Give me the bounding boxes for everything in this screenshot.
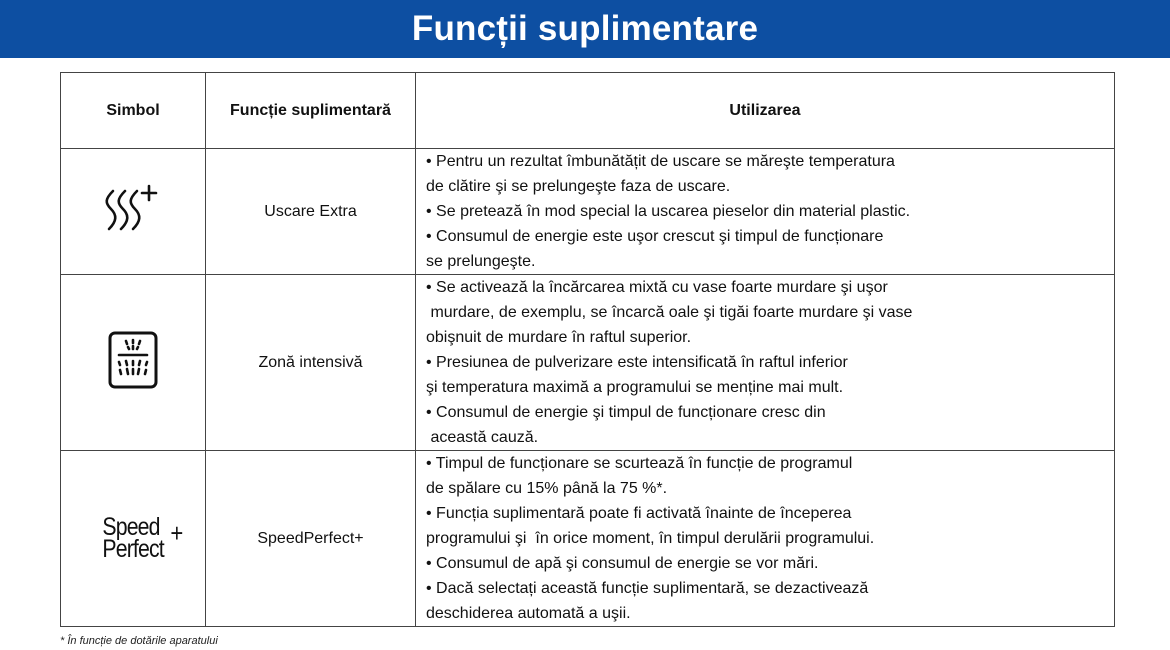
usage-line: această cauză.: [426, 429, 539, 446]
footnote: * În funcție de dotările aparatului: [60, 635, 218, 647]
usage-line: • Consumul de energie este uşor crescut …: [426, 228, 884, 245]
functions-table: Simbol Funcție suplimentară Utilizarea: [60, 72, 1115, 627]
function-name: Uscare Extra: [205, 148, 416, 275]
usage-line: programului şi în orice moment, în timpu…: [426, 530, 875, 547]
speed-text: Speed: [102, 512, 160, 541]
title-banner: Funcții suplimentare: [0, 0, 1170, 58]
usage-cell: • Timpul de funcționare se scurtează în …: [415, 450, 1115, 627]
usage-cell: • Pentru un rezultat îmbunătățit de usca…: [415, 148, 1115, 275]
table-row: Uscare Extra • Pentru un rezultat îmbună…: [60, 148, 1115, 275]
header-usage: Utilizarea: [415, 72, 1115, 149]
table-header-row: Simbol Funcție suplimentară Utilizarea: [60, 72, 1115, 149]
usage-line: • Se activează la încărcarea mixtă cu va…: [426, 279, 888, 296]
perfect-text: Perfect: [102, 534, 164, 563]
usage-line: şi temperatura maximă a programului se m…: [426, 379, 844, 396]
table-row: Speed Perfect + SpeedPerfect+ • Timpul d…: [60, 450, 1115, 627]
usage-line: • Funcția suplimentară poate fi activată…: [426, 505, 852, 522]
intensive-zone-icon: [107, 331, 159, 394]
usage-line: • Se pretează în mod special la uscarea …: [426, 203, 911, 220]
speedperfect-plus-icon: Speed Perfect +: [102, 512, 183, 563]
table-row: Zonă intensivă • Se activează la încărca…: [60, 274, 1115, 451]
page-title: Funcții suplimentare: [411, 9, 759, 48]
symbol-cell: [60, 148, 206, 275]
usage-line: • Pentru un rezultat îmbunătățit de usca…: [426, 153, 895, 170]
usage-line: • Timpul de funcționare se scurtează în …: [426, 455, 853, 472]
plus-text: +: [170, 517, 183, 548]
usage-line: • Consumul de apă şi consumul de energie…: [426, 555, 819, 572]
drying-waves-plus-icon: [103, 184, 163, 239]
usage-line: deschiderea automată a uşii.: [426, 605, 631, 622]
usage-line: de spălare cu 15% până la 75 %*.: [426, 480, 668, 497]
symbol-cell: [60, 274, 206, 451]
usage-line: murdare, de exemplu, se încarcă oale şi …: [426, 304, 913, 321]
usage-line: • Presiunea de pulverizare este intensif…: [426, 354, 848, 371]
usage-line: • Dacă selectați această funcție suplime…: [426, 580, 869, 597]
usage-line: obişnuit de murdare în raftul superior.: [426, 329, 692, 346]
symbol-cell: Speed Perfect +: [60, 450, 206, 627]
function-name: SpeedPerfect+: [205, 450, 416, 627]
function-name: Zonă intensivă: [205, 274, 416, 451]
usage-line: • Consumul de energie şi timpul de funcț…: [426, 404, 826, 421]
header-function: Funcție suplimentară: [205, 72, 416, 149]
usage-line: se prelungeşte.: [426, 253, 536, 270]
usage-cell: • Se activează la încărcarea mixtă cu va…: [415, 274, 1115, 451]
header-symbol: Simbol: [60, 72, 206, 149]
usage-line: de clătire şi se prelungeşte faza de usc…: [426, 178, 731, 195]
